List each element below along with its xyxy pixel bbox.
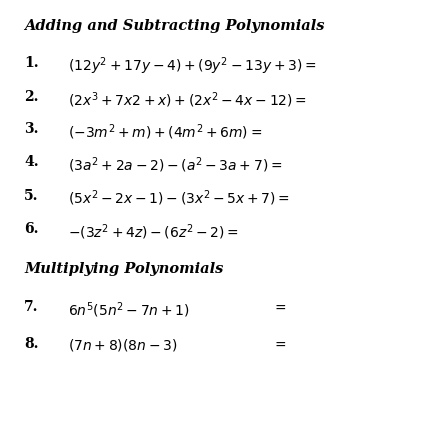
Text: $(2x^{3} + 7x2 + x) + (2x^{2} - 4x - 12) =$: $(2x^{3} + 7x2 + x) + (2x^{2} - 4x - 12)…: [68, 90, 307, 110]
Text: $-(3z^{2} + 4z) - (6z^{2} - 2) =$: $-(3z^{2} + 4z) - (6z^{2} - 2) =$: [68, 222, 239, 242]
Text: $=$: $=$: [272, 337, 286, 351]
Text: 3.: 3.: [24, 122, 39, 136]
Text: $(3a^{2} + 2a - 2) - (a^{2} - 3a + 7) =$: $(3a^{2} + 2a - 2) - (a^{2} - 3a + 7) =$: [68, 155, 282, 175]
Text: 8.: 8.: [24, 337, 39, 351]
Text: 2.: 2.: [24, 90, 39, 104]
Text: 7.: 7.: [24, 300, 39, 314]
Text: $(5x^{2} - 2x - 1) - (3x^{2} - 5x + 7) =$: $(5x^{2} - 2x - 1) - (3x^{2} - 5x + 7) =…: [68, 189, 290, 208]
Text: $(-3m^{2} + m) + (4m^{2} + 6m) =$: $(-3m^{2} + m) + (4m^{2} + 6m) =$: [68, 122, 262, 142]
Text: 1.: 1.: [24, 56, 39, 70]
Text: $(7n + 8)(8n - 3)$: $(7n + 8)(8n - 3)$: [68, 337, 177, 353]
Text: Adding and Subtracting Polynomials: Adding and Subtracting Polynomials: [24, 19, 325, 33]
Text: 4.: 4.: [24, 155, 39, 169]
Text: 5.: 5.: [24, 189, 39, 203]
Text: Multiplying Polynomials: Multiplying Polynomials: [24, 262, 223, 276]
Text: $=$: $=$: [272, 300, 286, 314]
Text: $6n^{5}(5n^{2} - 7n + 1)$: $6n^{5}(5n^{2} - 7n + 1)$: [68, 300, 190, 320]
Text: 6.: 6.: [24, 222, 39, 236]
Text: $(12y^{2} + 17y - 4) + (9y^{2} - 13y + 3) =$: $(12y^{2} + 17y - 4) + (9y^{2} - 13y + 3…: [68, 56, 316, 77]
